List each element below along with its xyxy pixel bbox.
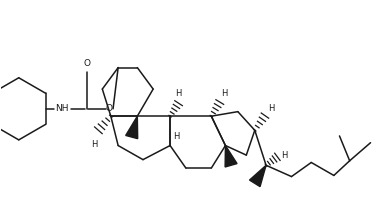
Text: H: H (176, 89, 182, 98)
Text: H: H (221, 89, 228, 98)
Polygon shape (126, 116, 138, 139)
Text: O: O (83, 59, 90, 68)
Text: H: H (268, 104, 275, 113)
Text: NH: NH (55, 104, 68, 113)
Polygon shape (249, 165, 266, 187)
Text: O: O (106, 104, 113, 113)
Text: H: H (281, 151, 287, 160)
Text: H: H (173, 132, 179, 141)
Polygon shape (225, 145, 237, 167)
Text: H: H (91, 140, 97, 149)
